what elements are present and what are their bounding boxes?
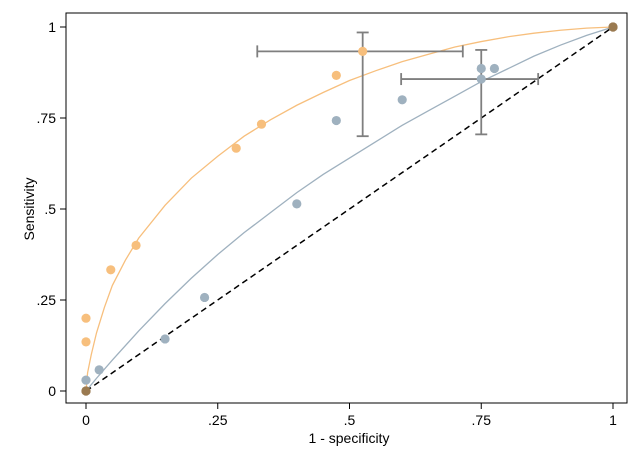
data-point-s1-3 [81,313,91,323]
reference-line-group [85,26,614,392]
y-axis-title: Sensitivity [21,177,37,240]
y-tick-label-4: .75 [37,110,57,126]
plot-frame [65,12,628,404]
data-point-s1-5 [131,240,141,250]
data-point-s1-9 [358,46,368,56]
x-axis-title: 1 - specificity [309,430,390,446]
data-point-s2-12 [608,22,618,32]
data-point-s1-8 [331,70,341,81]
fitted-curve-2 [85,26,614,392]
data-point-s1-7 [256,119,267,129]
data-point-s2-10 [476,63,486,74]
y-axis-ticks: 0 .25 .5 .75 1 [37,19,66,399]
data-point-s2-3 [94,365,104,375]
x-tick-label-2: .25 [208,412,228,428]
data-point-s2-5 [199,292,210,303]
data-point-s2-4 [160,334,170,344]
data-point-s1-6 [231,143,241,153]
y-tick-label-5: 1 [48,19,56,35]
x-tick-label-1: 0 [82,412,90,428]
data-point-s2-8 [397,95,407,105]
data-point-s2-2 [81,375,91,385]
data-points [81,22,618,396]
y-tick-label-1: 0 [48,383,56,399]
data-point-s2-7 [331,115,341,126]
data-point-s1-2 [81,337,91,347]
data-point-s2-11 [489,63,500,74]
fitted-curve-1 [85,26,614,392]
y-tick-label-3: .5 [44,201,56,217]
x-tick-label-3: .5 [344,412,356,428]
reference-line [85,26,614,392]
data-point-s2-9 [476,74,486,84]
x-axis-ticks: 0 .25 .5 .75 1 [82,403,617,428]
x-tick-label-4: .75 [472,412,492,428]
data-point-s1-4 [106,265,116,275]
x-tick-label-5: 1 [609,412,617,428]
y-tick-label-2: .25 [37,292,57,308]
data-point-s2-6 [292,199,302,209]
fitted-curves [85,26,614,392]
data-point-s2-1 [81,386,91,396]
